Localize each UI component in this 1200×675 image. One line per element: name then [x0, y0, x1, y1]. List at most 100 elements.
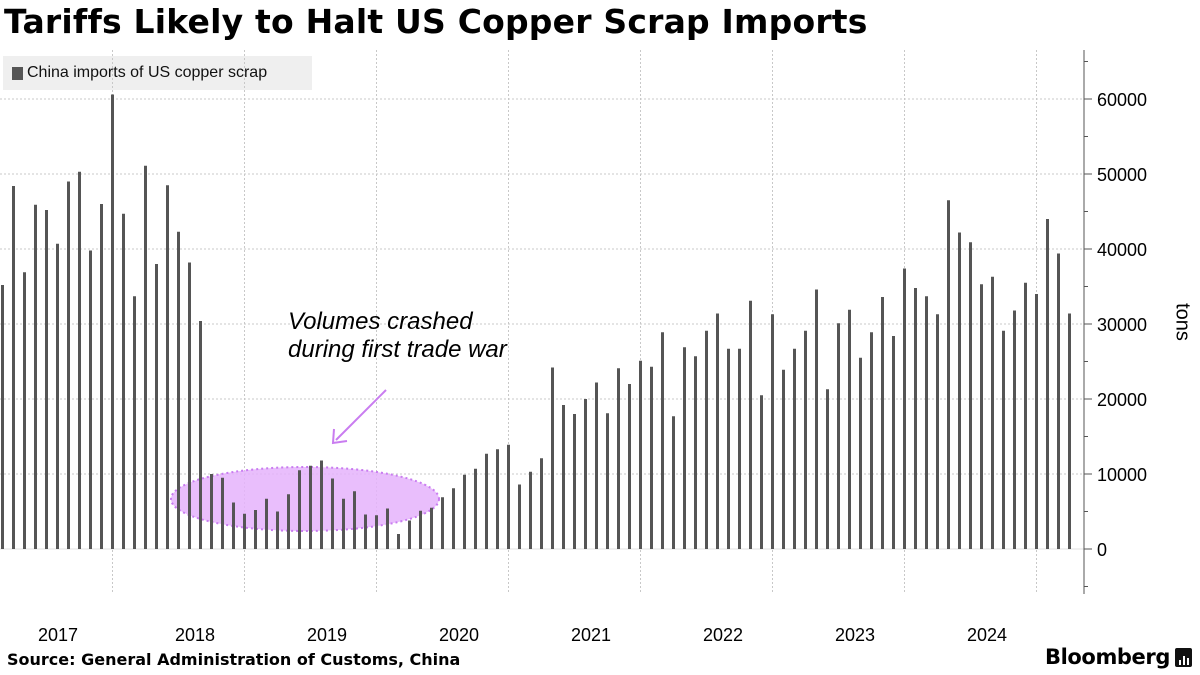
bar — [342, 498, 345, 549]
bar — [12, 186, 15, 549]
source-note: Source: General Administration of Custom… — [7, 650, 461, 669]
bar — [540, 458, 543, 549]
bar — [419, 510, 422, 549]
brand-name: Bloomberg — [1044, 645, 1170, 669]
bar — [661, 332, 664, 549]
bar — [606, 413, 609, 549]
bar — [386, 508, 389, 549]
bar — [529, 471, 532, 549]
bar — [859, 357, 862, 549]
annotation-line-2: during first trade war — [288, 336, 507, 363]
bar — [562, 405, 565, 549]
bar — [1024, 282, 1027, 549]
bar — [1046, 219, 1049, 549]
bar — [903, 268, 906, 549]
legend: China imports of US copper scrap — [3, 56, 312, 90]
bar — [705, 330, 708, 549]
bar — [265, 498, 268, 549]
bar — [67, 181, 70, 549]
bar — [727, 348, 730, 549]
bar — [760, 395, 763, 549]
bar — [639, 360, 642, 549]
bar — [881, 297, 884, 549]
bar — [496, 449, 499, 549]
bar — [309, 465, 312, 549]
x-tick-label: 2019 — [307, 625, 347, 645]
bar — [837, 323, 840, 549]
bar — [232, 502, 235, 549]
bar — [991, 276, 994, 549]
bar — [1002, 330, 1005, 549]
bar — [133, 296, 136, 549]
bar — [210, 474, 213, 549]
bar — [34, 204, 37, 549]
bar — [738, 348, 741, 549]
bar — [221, 477, 224, 549]
bar — [958, 232, 961, 549]
x-tick-label: 2022 — [703, 625, 743, 645]
bar — [584, 399, 587, 549]
bar — [111, 94, 114, 549]
bar — [89, 250, 92, 549]
bar — [188, 262, 191, 549]
bar — [1035, 294, 1038, 549]
x-tick-label: 2023 — [835, 625, 875, 645]
bar — [78, 171, 81, 549]
y-tick-label: 20000 — [1097, 390, 1147, 410]
bar — [254, 510, 257, 549]
bar — [914, 288, 917, 549]
trade-war-highlight — [170, 466, 440, 532]
bar — [793, 348, 796, 549]
annotation-text: Volumes crashed during first trade war — [288, 308, 507, 364]
bar — [353, 491, 356, 549]
bar — [518, 484, 521, 549]
bar — [628, 384, 631, 549]
bar — [595, 382, 598, 549]
bar — [683, 347, 686, 549]
x-axis-labels: 2017 2018 2019 2020 2021 2022 2023 2024 — [38, 625, 1007, 645]
bar — [936, 314, 939, 549]
bar — [100, 204, 103, 549]
bar — [980, 284, 983, 549]
bar — [364, 514, 367, 549]
bar — [716, 313, 719, 549]
bar — [287, 494, 290, 549]
bar — [331, 478, 334, 549]
bar — [463, 474, 466, 549]
bar — [485, 453, 488, 549]
bar — [1013, 310, 1016, 549]
bar — [122, 213, 125, 549]
bar — [452, 488, 455, 549]
bar — [474, 468, 477, 549]
bar — [23, 272, 26, 549]
bar — [694, 356, 697, 549]
bloomberg-logo: Bloomberg — [1045, 645, 1192, 669]
annotation-line-1: Volumes crashed — [288, 308, 473, 335]
annotation-arrow — [331, 389, 387, 445]
bar — [617, 368, 620, 549]
bar — [155, 264, 158, 549]
bar — [243, 513, 246, 549]
y-tick-label: 30000 — [1097, 315, 1147, 335]
x-tick-label: 2020 — [439, 625, 479, 645]
x-tick-label: 2017 — [38, 625, 78, 645]
bar — [441, 497, 444, 549]
bar — [166, 185, 169, 549]
x-tick-label: 2018 — [175, 625, 215, 645]
bar — [45, 210, 48, 549]
bloomberg-chart-icon — [1175, 647, 1192, 667]
bar — [815, 289, 818, 549]
legend-label: China imports of US copper scrap — [27, 64, 268, 81]
bar — [408, 520, 411, 549]
bar — [848, 309, 851, 549]
bar — [56, 243, 59, 549]
bar — [826, 389, 829, 549]
x-tick-label: 2021 — [571, 625, 611, 645]
bar-series — [1, 94, 1071, 549]
bar — [925, 296, 928, 549]
bar — [397, 534, 400, 549]
bar — [771, 314, 774, 549]
bar — [177, 231, 180, 549]
bar — [375, 515, 378, 549]
bar — [1068, 313, 1071, 549]
